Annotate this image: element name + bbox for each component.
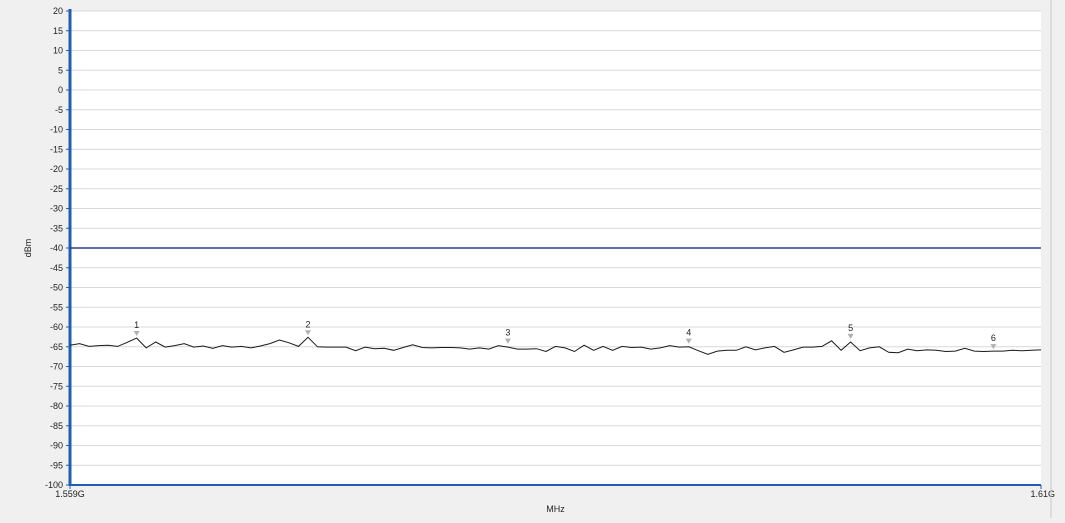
marker-label: 6	[991, 333, 996, 343]
y-tick-label: -100	[45, 480, 63, 490]
marker-label: 5	[848, 323, 853, 333]
y-tick-label: -5	[55, 105, 63, 115]
trace-markers: 1 2 3 4 5 6	[133, 319, 997, 350]
y-tick-label: -45	[50, 263, 63, 273]
marker-label: 3	[505, 328, 510, 338]
y-tick-label: -20	[50, 164, 63, 174]
y-tick-label: -75	[50, 381, 63, 391]
marker-triangle	[847, 333, 854, 339]
y-axis-ticks: 20 15 10 5 0 -5 -10 -15 -20 -25 -30 -35 -40 -45 -50 -55…	[45, 6, 70, 490]
y-tick-label: -25	[50, 184, 63, 194]
y-tick-label: -50	[50, 283, 63, 293]
y-tick-label: -70	[50, 362, 63, 372]
y-tick-label: -65	[50, 342, 63, 352]
y-tick-label: -30	[50, 204, 63, 214]
y-tick-label: 10	[53, 46, 63, 56]
y-axis-label: dBm	[23, 239, 33, 258]
marker-triangle	[990, 344, 997, 350]
y-tick-label: -85	[50, 421, 63, 431]
y-tick-label: -60	[50, 322, 63, 332]
marker-triangle	[504, 338, 511, 344]
spectrum-trace	[69, 336, 1042, 355]
marker-label: 2	[305, 319, 310, 329]
y-tick-label: -15	[50, 144, 63, 154]
marker-triangle	[304, 330, 311, 336]
marker-triangle	[133, 331, 140, 337]
y-tick-label: -10	[50, 125, 63, 135]
y-tick-label: -80	[50, 401, 63, 411]
y-tick-label: 0	[58, 85, 63, 95]
y-tick-label: 15	[53, 26, 63, 36]
y-tick-label: 20	[53, 6, 63, 16]
y-tick-label: -95	[50, 460, 63, 470]
x-axis-label: MHz	[546, 504, 565, 514]
y-tick-label: -40	[50, 243, 63, 253]
x-tick-label: 1.61G	[1030, 489, 1055, 499]
marker-label: 1	[134, 320, 139, 330]
y-tick-label: -90	[50, 441, 63, 451]
x-tick-label: 1.559G	[55, 489, 85, 499]
y-tick-label: -55	[50, 302, 63, 312]
y-tick-label: 5	[58, 65, 63, 75]
marker-label: 4	[686, 328, 691, 338]
marker-triangle	[685, 338, 692, 344]
y-tick-label: -35	[50, 223, 63, 233]
